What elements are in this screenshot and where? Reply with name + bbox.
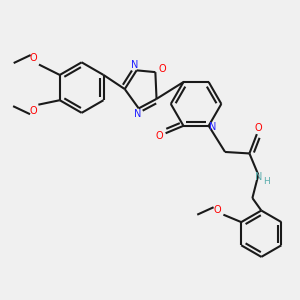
Text: O: O — [213, 205, 221, 215]
Text: N: N — [255, 172, 262, 182]
Text: O: O — [158, 64, 166, 74]
Text: O: O — [30, 53, 38, 63]
Text: N: N — [131, 60, 139, 70]
Text: N: N — [208, 122, 216, 132]
Text: H: H — [263, 177, 270, 186]
Text: O: O — [29, 106, 37, 116]
Text: O: O — [254, 123, 262, 133]
Text: N: N — [134, 109, 141, 119]
Text: O: O — [156, 131, 164, 141]
